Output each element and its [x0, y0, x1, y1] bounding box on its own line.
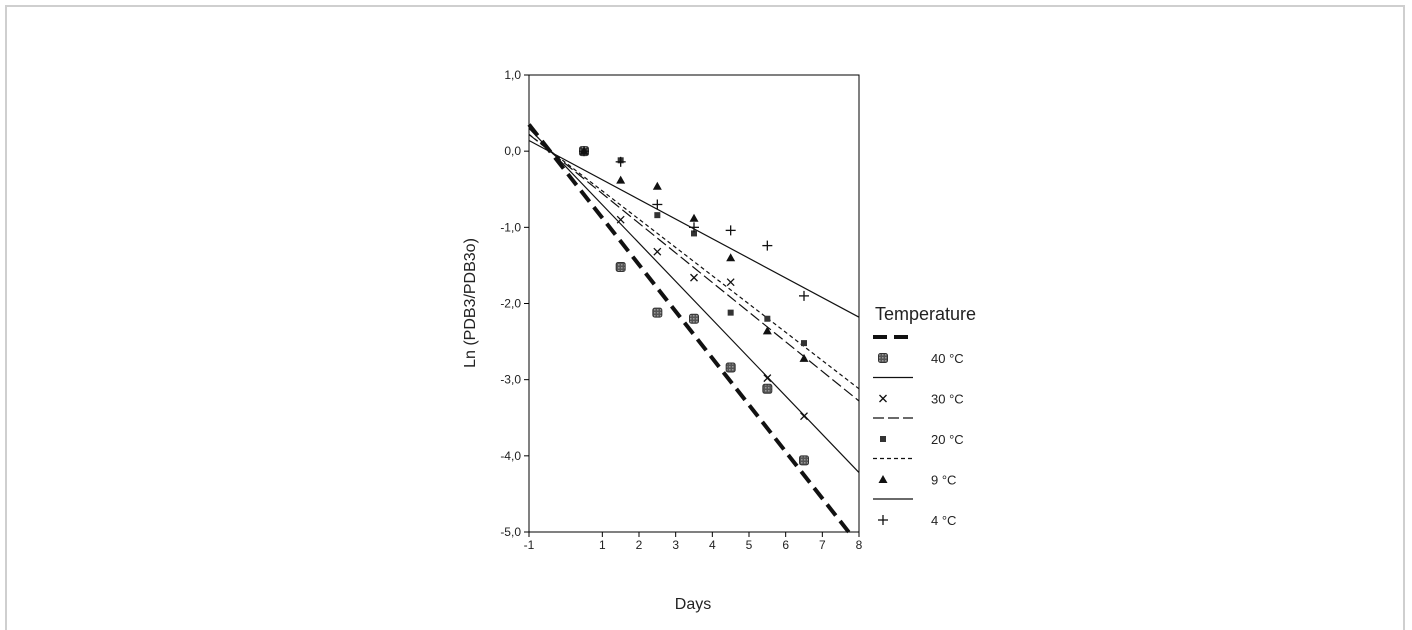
legend-marker — [880, 436, 886, 442]
data-point — [615, 261, 626, 272]
y-tick-label: -1,0 — [500, 220, 521, 234]
y-tick-label: 1,0 — [504, 68, 521, 82]
data-point — [691, 230, 697, 237]
legend-label: 4 °C — [931, 513, 956, 528]
legend-label: 20 °C — [931, 432, 964, 447]
data-point — [762, 240, 773, 251]
y-axis-label: Ln (PDB3/PDB3o) — [462, 238, 479, 368]
data-point — [799, 455, 809, 466]
data-point — [762, 326, 772, 335]
legend-label: 30 °C — [931, 392, 964, 407]
data-point — [762, 383, 773, 394]
x-tick-label: 7 — [819, 538, 826, 552]
x-axis-label: Days — [675, 596, 711, 613]
legend-label: 40 °C — [931, 351, 964, 366]
data-point — [799, 290, 809, 301]
x-tick-label: 2 — [636, 538, 643, 552]
data-point — [725, 362, 736, 373]
x-tick-label: 8 — [856, 538, 863, 552]
data-point — [616, 175, 626, 184]
data-point — [689, 222, 699, 233]
legend-label: 9 °C — [931, 473, 956, 488]
data-point — [616, 215, 625, 224]
data-point — [615, 156, 626, 167]
data-point — [652, 199, 663, 210]
data-point — [725, 225, 736, 236]
y-tick-label: -5,0 — [500, 525, 521, 539]
data-point — [764, 315, 771, 322]
legend-marker — [879, 394, 887, 403]
legend: Temperature 40 °C 30 °C 20 °C 9 °C 4 °C — [873, 304, 976, 528]
data-point — [727, 309, 734, 316]
data-point — [653, 247, 662, 256]
x-tick-label: 3 — [672, 538, 679, 552]
x-tick-label: -1 — [524, 538, 535, 552]
x-tick-label: 4 — [709, 538, 716, 552]
legend-title: Temperature — [875, 304, 976, 324]
y-tick-label: -2,0 — [500, 297, 521, 311]
axis-ticks: -1 1 2 3 4 5 6 7 8 1,0 0,0 -1,0 -2,0 -3,0 -4,0 -5,0 — [500, 68, 862, 552]
x-tick-label: 5 — [746, 538, 753, 552]
data-point — [799, 353, 809, 362]
data-point — [801, 340, 807, 347]
data-point — [726, 278, 735, 287]
chart-frame — [5, 5, 1405, 630]
fit-line — [528, 127, 860, 474]
legend-marker — [878, 515, 888, 525]
data-point — [652, 181, 662, 190]
x-tick-label: 6 — [782, 538, 789, 552]
data-point — [579, 146, 589, 157]
data-point — [654, 212, 661, 219]
data-point — [652, 307, 663, 318]
y-tick-label: -4,0 — [500, 449, 521, 463]
plot-area — [528, 74, 860, 533]
data-point — [690, 273, 698, 282]
data-point — [689, 313, 699, 324]
data-point — [763, 374, 772, 383]
legend-marker — [878, 353, 888, 363]
fit-line — [527, 123, 854, 538]
data-points — [579, 146, 809, 466]
x-tick-label: 1 — [599, 538, 606, 552]
data-point — [689, 213, 699, 222]
y-tick-label: -3,0 — [500, 373, 521, 387]
legend-marker — [878, 475, 888, 483]
data-point — [726, 253, 736, 262]
data-point — [800, 412, 808, 421]
y-tick-label: 0,0 — [504, 144, 521, 158]
